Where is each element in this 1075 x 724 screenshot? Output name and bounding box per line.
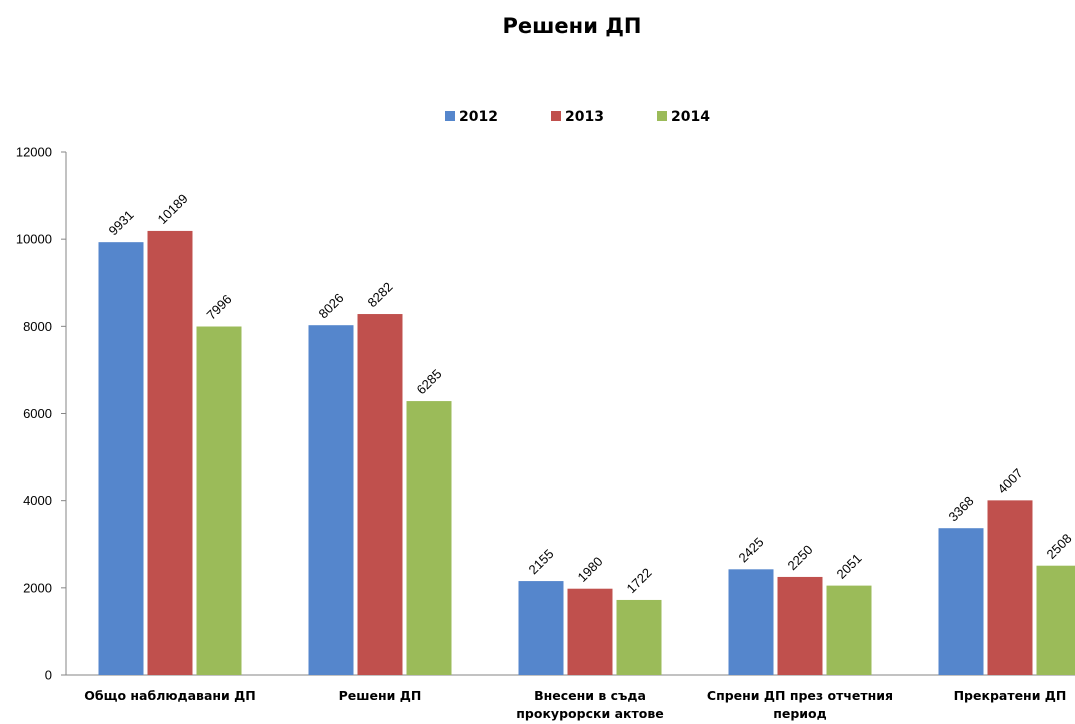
category-label: Решени ДП (339, 688, 422, 703)
y-tick-label: 12000 (16, 145, 52, 160)
data-labels: 9931 10189 7996 8026 8282 6285 2155 1980 1722 242… (106, 191, 1075, 596)
bar-2013 (567, 588, 613, 675)
category-labels: Общо наблюдавани ДП Решени ДП Внесени в съ… (84, 688, 1066, 721)
bar-2013 (357, 314, 403, 675)
y-tick-label: 8000 (23, 319, 52, 334)
category-label: прокурорски актове (516, 706, 663, 721)
data-label: 2051 (834, 551, 865, 582)
legend-label-2013: 2013 (565, 109, 604, 125)
data-label: 4007 (995, 465, 1026, 496)
category-label: период (773, 706, 827, 721)
data-label: 8282 (365, 279, 396, 310)
bar-2014 (826, 585, 872, 675)
y-tick-label: 4000 (23, 493, 52, 508)
bar-2014 (406, 401, 452, 675)
data-label: 1722 (624, 565, 655, 596)
bars (98, 230, 1075, 675)
bar-2014 (196, 326, 242, 675)
legend-swatch-2013 (551, 111, 561, 121)
bar-2013 (987, 500, 1033, 675)
y-ticks: 0 2000 4000 6000 8000 10000 12000 (16, 145, 66, 683)
bar-2014 (1036, 565, 1075, 675)
bar-2012 (308, 325, 354, 675)
category-label: Общо наблюдавани ДП (84, 688, 255, 703)
data-label: 8026 (316, 290, 347, 321)
chart-title: Решени ДП (503, 14, 642, 38)
bar-2013 (777, 576, 823, 675)
data-label: 2155 (526, 546, 557, 577)
data-label: 2250 (785, 542, 816, 573)
category-label: Спрени ДП през отчетния (707, 688, 893, 703)
legend: 2012 2013 2014 (445, 109, 710, 125)
y-tick-label: 0 (45, 668, 52, 683)
legend-swatch-2014 (657, 111, 667, 121)
data-label: 1980 (575, 554, 606, 585)
data-label: 10189 (155, 191, 191, 227)
category-label: Прекратени ДП (954, 688, 1067, 703)
category-label: Внесени в съда (534, 688, 646, 703)
bar-2013 (147, 230, 193, 675)
y-tick-label: 10000 (16, 232, 52, 247)
legend-swatch-2012 (445, 111, 455, 121)
bar-2014 (616, 599, 662, 675)
legend-label-2014: 2014 (671, 109, 710, 125)
legend-label-2012: 2012 (459, 109, 498, 125)
bar-2012 (98, 242, 144, 675)
bar-2012 (938, 528, 984, 675)
data-label: 3368 (946, 493, 977, 524)
y-tick-label: 2000 (23, 580, 52, 595)
bar-2012 (518, 581, 564, 675)
bar-2012 (728, 569, 774, 675)
data-label: 2425 (736, 534, 767, 565)
data-label: 2508 (1044, 531, 1075, 562)
y-tick-label: 6000 (23, 406, 52, 421)
data-label: 9931 (106, 207, 137, 238)
data-label: 6285 (414, 366, 445, 397)
data-label: 7996 (204, 292, 235, 323)
